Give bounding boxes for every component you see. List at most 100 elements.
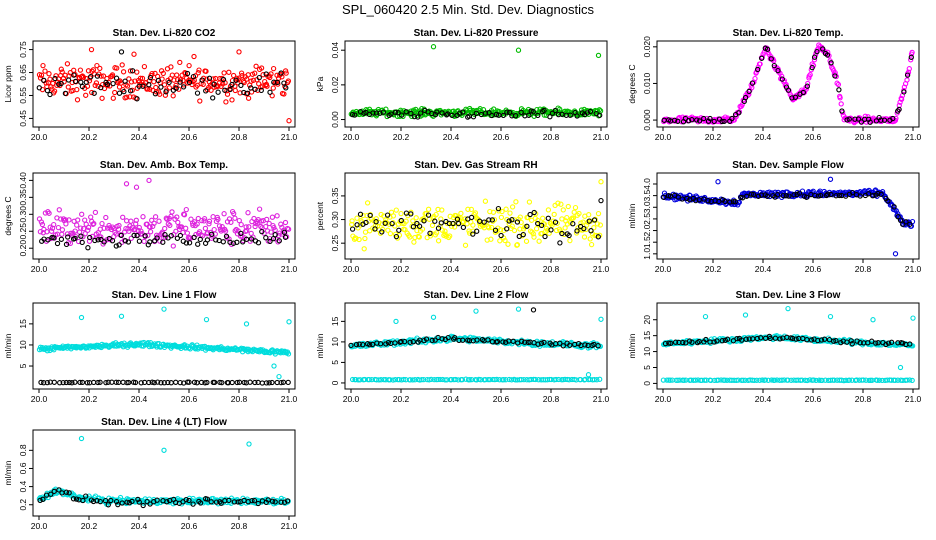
data-point <box>234 239 240 245</box>
data-point <box>531 234 537 240</box>
data-point <box>66 490 72 496</box>
data-point <box>204 76 210 82</box>
data-point <box>890 115 896 122</box>
data-point <box>485 376 491 383</box>
series-baseline <box>660 377 915 384</box>
data-point <box>232 87 238 94</box>
data-point <box>531 209 537 216</box>
data-point <box>71 67 77 73</box>
data-point <box>462 216 468 222</box>
data-point <box>197 236 203 243</box>
plot-frame <box>32 302 296 390</box>
data-point <box>47 91 53 98</box>
data-point <box>532 376 539 383</box>
data-point <box>541 107 547 114</box>
series-primary <box>36 177 292 249</box>
data-point <box>507 210 513 216</box>
data-point <box>470 222 476 228</box>
data-point <box>183 240 190 246</box>
data-point <box>77 379 83 386</box>
x-tick-label: 21.0 <box>593 132 610 142</box>
data-point <box>196 67 202 73</box>
data-point <box>377 341 384 347</box>
data-point <box>373 110 380 116</box>
data-point <box>88 214 94 220</box>
data-point <box>259 228 265 235</box>
data-point <box>478 377 484 383</box>
data-point <box>211 81 217 87</box>
data-point <box>438 220 444 226</box>
data-point <box>167 222 173 229</box>
data-point <box>47 76 53 82</box>
data-point <box>183 225 189 231</box>
data-point <box>910 315 916 321</box>
data-point <box>201 216 208 222</box>
data-point <box>719 338 725 344</box>
data-point <box>598 179 604 185</box>
data-point <box>255 500 261 507</box>
series-primary <box>349 179 604 252</box>
data-point <box>241 379 247 386</box>
data-point <box>432 111 439 118</box>
data-point <box>730 338 737 344</box>
data-point <box>127 88 134 94</box>
data-point <box>124 499 130 505</box>
data-point <box>356 236 362 243</box>
data-point <box>740 377 746 383</box>
data-point <box>354 215 360 221</box>
data-point <box>353 341 360 348</box>
data-point <box>83 79 89 85</box>
data-point <box>105 379 111 385</box>
data-point <box>133 184 140 190</box>
x-tick-label: 20.0 <box>31 521 48 531</box>
data-point <box>897 364 904 371</box>
data-point <box>779 73 785 79</box>
x-tick-label: 20.4 <box>755 394 772 404</box>
data-point <box>73 496 80 502</box>
data-point <box>156 218 162 224</box>
data-point <box>204 229 211 236</box>
x-tick-label: 20.0 <box>31 264 48 274</box>
data-point <box>158 84 164 90</box>
data-point <box>903 219 909 225</box>
data-point <box>263 235 269 241</box>
data-point <box>206 75 213 81</box>
data-point <box>82 231 88 237</box>
data-point <box>194 221 200 227</box>
data-point <box>215 89 221 95</box>
data-point <box>128 79 135 85</box>
data-point <box>535 112 541 119</box>
data-point <box>152 91 159 97</box>
y-axis-label: degrees C <box>3 196 13 235</box>
series-primary <box>348 44 604 120</box>
data-point <box>755 193 762 199</box>
data-point <box>258 65 265 71</box>
x-tick-label: 20.6 <box>805 394 822 404</box>
data-point <box>591 217 598 223</box>
data-point <box>909 49 915 56</box>
data-point <box>101 225 107 231</box>
data-point <box>48 235 54 242</box>
data-point <box>197 98 203 104</box>
data-point <box>95 237 101 243</box>
data-point <box>160 239 166 245</box>
data-point <box>165 379 171 386</box>
data-point <box>278 379 284 386</box>
data-point <box>755 66 761 73</box>
data-point <box>56 487 62 493</box>
data-point <box>491 216 498 223</box>
data-point <box>278 221 284 227</box>
data-point <box>110 80 116 87</box>
data-point <box>184 70 191 77</box>
data-point <box>849 189 856 196</box>
data-point <box>89 89 95 96</box>
data-point <box>352 112 358 118</box>
data-point <box>764 46 771 52</box>
data-point <box>393 318 399 325</box>
data-point <box>390 213 397 219</box>
x-tick-label: 20.4 <box>131 132 148 142</box>
data-point <box>489 112 495 119</box>
data-point <box>277 230 283 236</box>
data-point <box>271 363 277 369</box>
data-point <box>162 92 169 98</box>
